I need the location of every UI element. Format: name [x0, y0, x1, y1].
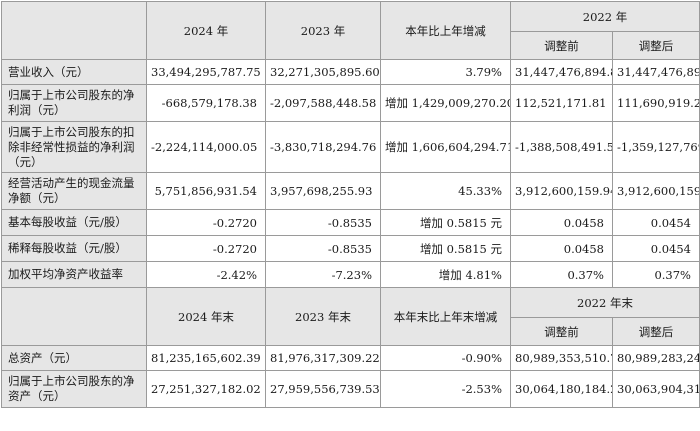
value-2023-end: 27,959,556,739.53 [265, 370, 381, 408]
value-2024-end: 27,251,327,182.02 [146, 370, 266, 408]
value-2024: 5,751,856,931.54 [146, 172, 266, 210]
table-row: 归属于上市公司股东的扣除非经常性损益的净利润（元） -2,224,114,000… [1, 121, 700, 173]
value-2023: -7.23% [265, 261, 381, 288]
table-row: 总资产（元） 81,235,165,602.39 81,976,317,309.… [1, 345, 700, 371]
value-change: 增加 1,606,604,294.71 元 [380, 121, 511, 173]
value-change: 增加 0.5815 元 [380, 235, 511, 262]
value-before-adjust: 31,447,476,894.80 [510, 59, 613, 85]
col-header-change: 本年比上年增减 [380, 1, 511, 60]
row-label: 加权平均净资产收益率 [1, 261, 147, 288]
corner-cell [1, 1, 147, 60]
value-2023: -2,097,588,448.58 [265, 84, 381, 122]
row-label: 基本每股收益（元/股） [1, 209, 147, 236]
col-header-after-adjust: 调整后 [612, 31, 700, 60]
col-header-2024: 2024 年 [146, 1, 266, 60]
col-header-before-adjust: 调整前 [510, 317, 613, 346]
value-change: 45.33% [380, 172, 511, 210]
value-before-adjust: 3,912,600,159.94 [510, 172, 613, 210]
value-2024: -668,579,178.38 [146, 84, 266, 122]
value-after-adjust: 111,690,919.20 [612, 84, 700, 122]
value-after-adjust: 80,989,283,247.46 [612, 345, 700, 371]
value-before-adjust: 112,521,171.81 [510, 84, 613, 122]
value-2024: -2,224,114,000.05 [146, 121, 266, 173]
table-row: 加权平均净资产收益率 -2.42% -7.23% 增加 4.81% 0.37% … [1, 261, 700, 288]
value-after-adjust: 0.0454 [612, 209, 700, 236]
col-header-after-adjust: 调整后 [612, 317, 700, 346]
value-2023: -0.8535 [265, 209, 381, 236]
row-label: 归属于上市公司股东的扣除非经常性损益的净利润（元） [1, 121, 147, 173]
value-2023: -0.8535 [265, 235, 381, 262]
value-change: -2.53% [380, 370, 511, 408]
table-row: 稀释每股收益（元/股） -0.2720 -0.8535 增加 0.5815 元 … [1, 235, 700, 262]
value-before-adjust: 30,064,180,184.29 [510, 370, 613, 408]
header-subrow: 调整前 调整后 [2, 31, 700, 60]
row-label: 稀释每股收益（元/股） [1, 235, 147, 262]
value-2024-end: 81,235,165,602.39 [146, 345, 266, 371]
value-after-adjust: 0.37% [612, 261, 700, 288]
col-header-2022: 2022 年 [510, 1, 700, 32]
value-before-adjust: -1,388,508,491.55 [510, 121, 613, 173]
value-before-adjust: 0.0458 [510, 235, 613, 262]
table-row: 归属于上市公司股东的净资产（元） 27,251,327,182.02 27,95… [1, 370, 700, 408]
header-row: 2024 年末 2023 年末 本年末比上年末增减 2022 年末 [1, 287, 700, 346]
table-row: 基本每股收益（元/股） -0.2720 -0.8535 增加 0.5815 元 … [1, 209, 700, 236]
value-2023: -3,830,718,294.76 [265, 121, 381, 173]
value-2024: -0.2720 [146, 235, 266, 262]
value-2023: 3,957,698,255.93 [265, 172, 381, 210]
value-2023: 32,271,305,895.60 [265, 59, 381, 85]
value-after-adjust: 30,063,904,314.73 [612, 370, 700, 408]
value-change: -0.90% [380, 345, 511, 371]
value-change: 增加 4.81% [380, 261, 511, 288]
row-label: 归属于上市公司股东的净利润（元） [1, 84, 147, 122]
row-label: 总资产（元） [1, 345, 147, 371]
col-header-change-end: 本年末比上年末增减 [380, 287, 511, 346]
value-before-adjust: 80,989,353,510.79 [510, 345, 613, 371]
col-header-2022-end: 2022 年末 [510, 287, 700, 318]
header-row: 2024 年 2023 年 本年比上年增减 2022 年 [1, 1, 700, 60]
col-header-2023-end: 2023 年末 [265, 287, 381, 346]
value-change: 3.79% [380, 59, 511, 85]
value-2024: -2.42% [146, 261, 266, 288]
value-after-adjust: 31,447,476,894.80 [612, 59, 700, 85]
value-2024: 33,494,295,787.75 [146, 59, 266, 85]
col-header-2023: 2023 年 [265, 1, 381, 60]
value-after-adjust: 3,912,600,159.94 [612, 172, 700, 210]
value-2023-end: 81,976,317,309.22 [265, 345, 381, 371]
value-change: 增加 0.5815 元 [380, 209, 511, 236]
value-after-adjust: -1,359,127,769.74 [612, 121, 700, 173]
value-2024: -0.2720 [146, 209, 266, 236]
col-header-before-adjust: 调整前 [510, 31, 613, 60]
row-label: 经营活动产生的现金流量净额（元） [1, 172, 147, 210]
table-row: 归属于上市公司股东的净利润（元） -668,579,178.38 -2,097,… [1, 84, 700, 122]
col-header-2024-end: 2024 年末 [146, 287, 266, 346]
table-row: 营业收入（元） 33,494,295,787.75 32,271,305,895… [1, 59, 700, 85]
row-label: 归属于上市公司股东的净资产（元） [1, 370, 147, 408]
value-after-adjust: 0.0454 [612, 235, 700, 262]
financial-indicators-table: 2024 年 2023 年 本年比上年增减 2022 年 调整前 调整后 营业收… [1, 1, 700, 408]
value-change: 增加 1,429,009,270.20 元 [380, 84, 511, 122]
table-row: 经营活动产生的现金流量净额（元） 5,751,856,931.54 3,957,… [1, 172, 700, 210]
value-before-adjust: 0.37% [510, 261, 613, 288]
corner-cell [1, 287, 147, 346]
row-label: 营业收入（元） [1, 59, 147, 85]
value-before-adjust: 0.0458 [510, 209, 613, 236]
